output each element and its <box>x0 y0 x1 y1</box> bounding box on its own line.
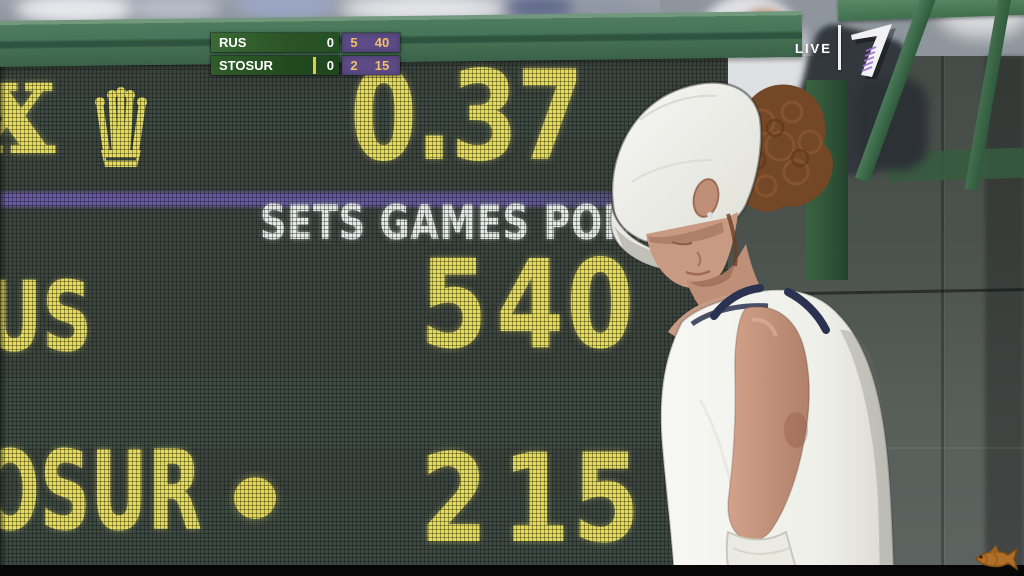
scorebug-name-cell: RUS 0 <box>211 33 339 52</box>
scorebug-row-stosur: STOSUR 0 2 15 <box>211 56 400 75</box>
spectator-blob <box>130 0 220 20</box>
board-band <box>0 498 728 566</box>
cap-seam <box>631 159 715 183</box>
scorebug-player1-name: RUS <box>219 35 247 50</box>
lips <box>685 269 711 276</box>
wall-seam <box>941 56 944 576</box>
elbow-shade <box>784 412 808 448</box>
player1-name-partial: US <box>0 261 92 373</box>
scorebug-player2-points: 15 <box>374 58 390 73</box>
player1-games: 5 <box>420 234 491 376</box>
board-edge <box>0 58 6 566</box>
live-badge: LIVE <box>795 41 832 56</box>
scorebug-player1-points: 40 <box>374 35 390 50</box>
face <box>646 178 738 288</box>
channel-7-logo <box>851 24 896 79</box>
spectator-blob <box>575 0 635 16</box>
scorebug-player2-sets: 0 <box>326 58 334 73</box>
scorebug-player2-games: 2 <box>350 58 358 73</box>
scorebug-row-rus: RUS 0 5 40 <box>211 33 400 52</box>
rolex-crown-icon <box>95 87 147 167</box>
closed-eye <box>671 241 693 246</box>
player1-points: 40 <box>496 234 637 376</box>
scorebug-name-cell: STOSUR 0 <box>211 56 339 75</box>
scorebug: RUS 0 5 40 STOSUR 0 2 15 <box>211 33 400 79</box>
player2-games: 2 <box>420 428 491 566</box>
scorebug-player1-sets: 0 <box>326 35 334 50</box>
match-clock: 0.37 <box>350 58 584 189</box>
arm <box>727 306 810 542</box>
arm-highlight <box>751 317 778 337</box>
scorebug-player2-name: STOSUR <box>219 58 273 73</box>
wall-shadow <box>985 56 1024 576</box>
player2-name-partial: OSUR <box>0 427 202 555</box>
scorebug-player1-games: 5 <box>350 35 358 50</box>
bottom-frame-bar <box>0 565 1024 576</box>
back-strap-trim <box>784 288 830 334</box>
goldfish-logo-icon <box>974 545 1019 571</box>
board-band <box>0 378 728 448</box>
led-scoreboard: x 0.37 SETS GAMES POINTS US 5 40 OSUR 2 … <box>0 58 728 566</box>
top-back-shade <box>840 329 894 576</box>
nose <box>696 251 702 267</box>
sponsor-text-fragment: x <box>0 58 55 185</box>
neckline-trim <box>690 303 769 327</box>
cap-seam <box>639 94 717 121</box>
hair-wisp <box>726 213 738 267</box>
player2-points: 15 <box>502 428 643 566</box>
spectator-blob <box>235 0 335 18</box>
serve-indicator-bar <box>313 57 316 74</box>
earring <box>707 212 713 218</box>
live-divider-bar <box>838 25 841 70</box>
wristband-rib <box>732 547 791 555</box>
serve-indicator-dot <box>234 477 276 519</box>
purple-stripe <box>0 192 728 207</box>
ear <box>692 178 720 218</box>
jaw-shadow <box>690 262 736 287</box>
scorebug-score-cell: 5 40 <box>342 33 400 52</box>
scorebug-score-cell: 2 15 <box>342 56 400 75</box>
